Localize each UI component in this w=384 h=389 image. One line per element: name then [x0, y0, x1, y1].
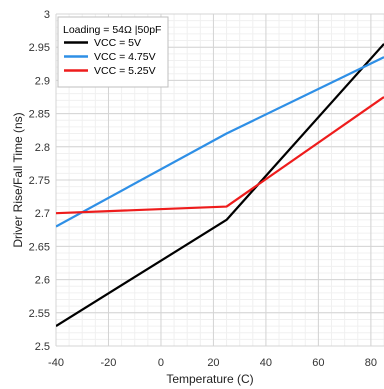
- series-line: [56, 43, 384, 328]
- y-axis-title: Driver Rise/Fall Time (ns): [11, 112, 25, 247]
- y-tick-label: 2.5: [35, 341, 50, 353]
- y-tick-label: 2.65: [29, 241, 50, 253]
- x-tick-label: -40: [48, 357, 64, 369]
- y-axis-tick-labels: 2.5 2.55 2.6 2.65 2.7 2.75 2.8 2.85 2.9 2.95 3: [29, 9, 50, 353]
- x-tick-label: 60: [312, 357, 324, 369]
- y-tick-label: 2.85: [29, 109, 50, 121]
- legend-box: [57, 16, 169, 88]
- x-tick-label: -20: [101, 357, 117, 369]
- y-tick-label: 2.8: [35, 142, 50, 154]
- y-tick-label: 2.7: [35, 208, 50, 220]
- x-tick-label: 40: [260, 357, 272, 369]
- y-tick-label: 2.9: [35, 75, 50, 87]
- series-line: [56, 96, 384, 215]
- x-tick-label: 80: [365, 357, 377, 369]
- series-line: [56, 56, 384, 228]
- x-tick-label: 20: [207, 357, 219, 369]
- x-tick-label: 0: [158, 357, 164, 369]
- y-tick-label: 2.75: [29, 175, 50, 187]
- legend-title: Loading = 54Ω |50pF: [63, 24, 161, 36]
- legend-entries: VCC = 5V VCC = 4.75V VCC = 5.25V: [64, 37, 156, 77]
- y-tick-label: 2.95: [29, 42, 50, 54]
- y-tick-label: 3: [44, 9, 50, 21]
- legend-label: VCC = 4.75V: [94, 51, 156, 63]
- y-tick-label: 2.55: [29, 308, 50, 320]
- x-axis-title: Temperature (C): [166, 372, 253, 386]
- legend-label: VCC = 5V: [94, 37, 141, 49]
- legend-label: VCC = 5.25V: [94, 65, 156, 77]
- x-axis-tick-labels: -40 -20 0 20 40 60 80: [48, 357, 377, 369]
- y-tick-label: 2.6: [35, 275, 50, 287]
- series-lines: [56, 43, 384, 328]
